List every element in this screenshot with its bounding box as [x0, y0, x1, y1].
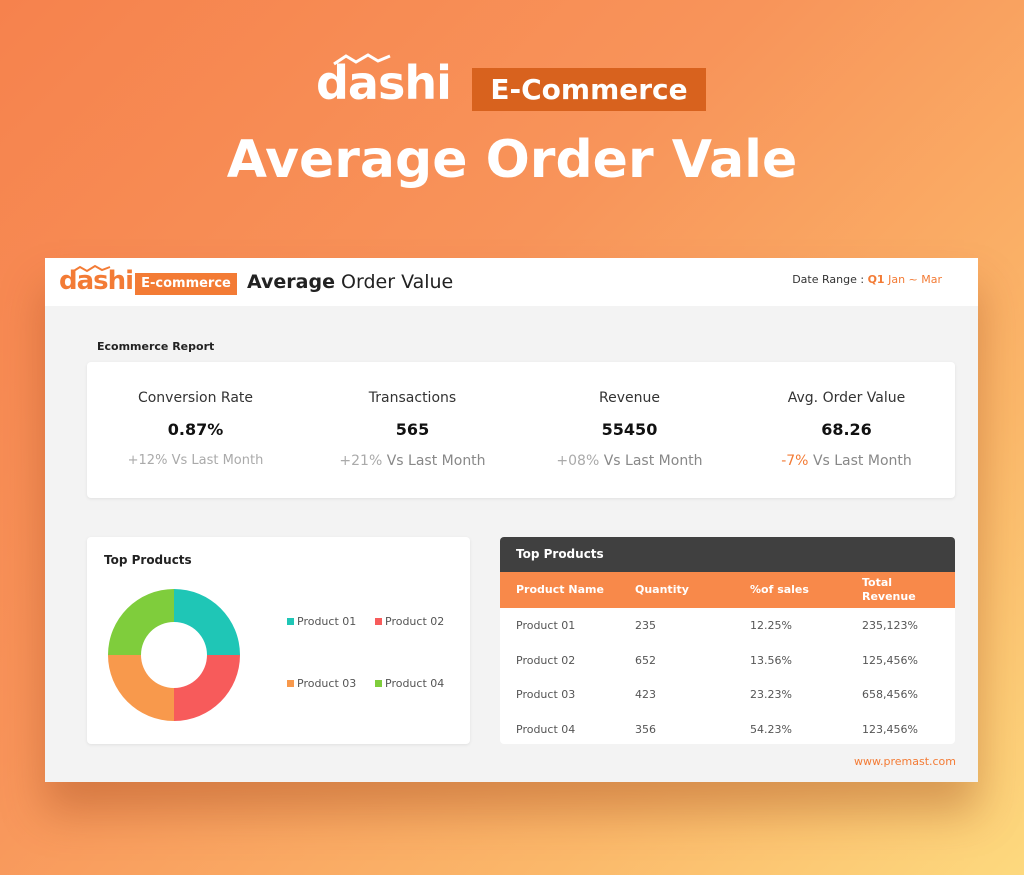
legend-swatch — [375, 618, 382, 625]
table-cell: Product 03 — [516, 688, 576, 701]
report-title: Ecommerce Report — [97, 340, 215, 353]
title-bold: Average — [247, 271, 335, 293]
kpi-card: Conversion Rate 0.87% +12% Vs Last Month Tr… — [87, 362, 955, 498]
table-cell: Product 04 — [516, 722, 576, 736]
donut-slice — [108, 655, 174, 721]
dashboard-logo: dashi — [59, 266, 134, 296]
kpi-label: Conversion Rate — [137, 390, 254, 406]
kpi: Conversion Rate 0.87% +12% Vs Last Month — [87, 362, 304, 498]
table-cell: Product 01 — [516, 619, 576, 632]
legend-item: Product 01 — [287, 615, 356, 628]
kpi-value: 0.87% — [167, 420, 224, 439]
donut-slice — [108, 589, 174, 655]
date-range-label: Date Range : — [792, 273, 865, 286]
donut-slice — [174, 589, 240, 655]
legend-item: Product 02 — [375, 615, 444, 628]
legend-label: Product 01 — [297, 615, 357, 628]
legend-swatch — [287, 618, 294, 625]
table-column-header: Quantity — [635, 583, 689, 596]
kpi: Avg. Order Value 68.26 -7% Vs Last Month — [738, 362, 955, 498]
kpi-change: +21% — [339, 453, 383, 469]
kpi-comparison: Vs Last Month — [386, 453, 486, 469]
kpi-label: Transactions — [368, 390, 457, 406]
kpi-label: Avg. Order Value — [787, 390, 906, 406]
pie-title: Top Products — [104, 553, 192, 567]
legend-swatch — [375, 680, 382, 687]
kpi-value: 565 — [395, 420, 430, 439]
kpi-comparison: Vs Last Month — [812, 453, 912, 469]
table-cell: 23.23% — [750, 688, 792, 701]
table-cell: 658,456% — [862, 688, 918, 701]
table-cell: 123,456% — [862, 722, 918, 736]
kpi-change: -7% — [781, 453, 809, 469]
table-cell: 13.56% — [750, 653, 792, 667]
kpi-label: Revenue — [599, 390, 660, 406]
legend-label: Product 04 — [385, 677, 445, 690]
logo-zigzag — [333, 53, 391, 66]
kpi-comparison: Vs Last Month — [603, 453, 703, 469]
table-column-header: Product Name — [516, 583, 604, 596]
donut-chart — [108, 589, 240, 721]
table-header: Product Name Quantity %of sales Total Reven… — [500, 572, 955, 608]
legend-label: Product 03 — [297, 677, 357, 690]
table-cell: 652 — [635, 653, 656, 667]
kpi: Transactions 565 +21% Vs Last Month — [304, 362, 521, 498]
pie-card: Top Products Product 01 Product 02 Product… — [87, 537, 470, 744]
table-cell: 356 — [635, 722, 656, 736]
legend-label: Product 02 — [385, 615, 445, 628]
title-rest: Order Value — [341, 271, 454, 293]
table-cell: 235 — [635, 619, 656, 632]
table-cell: 423 — [635, 688, 656, 701]
footer-link: www.premast.com — [854, 755, 956, 768]
table-cell: Product 02 — [516, 653, 576, 667]
table-column-header: Total Revenue — [862, 576, 916, 603]
table-cell: 12.25% — [750, 619, 792, 632]
table-card: Top Products Product Name Quantity %of sal… — [500, 537, 955, 744]
date-range-quarter: Q1 — [867, 273, 885, 286]
donut-slice — [174, 655, 240, 721]
kpi-change-line: -7% Vs Last Month — [738, 453, 955, 469]
kpi-value: 68.26 — [821, 420, 872, 439]
legend-swatch — [287, 680, 294, 687]
table-cell: 54.23% — [750, 722, 792, 736]
kpi: Revenue 55450 +08% Vs Last Month — [521, 362, 738, 498]
kpi-change-line: +21% Vs Last Month — [304, 453, 521, 469]
kpi-change: +08% — [556, 453, 600, 469]
kpi-comparison: Vs Last Month — [171, 453, 264, 468]
dashboard-badge: E-commerce — [135, 273, 237, 295]
brand-logo: dashi — [316, 56, 452, 110]
page-title: Average Order Vale — [226, 130, 798, 190]
kpi-change: +12% — [127, 453, 168, 468]
dashboard: dashi E-commerce Average Order Value Dat… — [45, 258, 978, 782]
dashboard-title: Average Order Value — [247, 271, 453, 293]
table-cell: 125,456% — [862, 653, 918, 667]
brand-badge: E-Commerce — [472, 68, 706, 111]
logo-zigzag — [71, 264, 111, 273]
table-column-header: %of sales — [750, 583, 809, 596]
legend-item: Product 04 — [375, 677, 444, 690]
table-cell: 235,123% — [862, 619, 918, 632]
date-range: Date Range : Q1 Jan ~ Mar — [792, 273, 942, 286]
kpi-change-line: +12% Vs Last Month — [87, 453, 304, 468]
date-range-months: Jan ~ Mar — [888, 273, 942, 286]
kpi-change-line: +08% Vs Last Month — [521, 453, 738, 469]
legend-item: Product 03 — [287, 677, 356, 690]
kpi-value: 55450 — [601, 420, 658, 439]
table-title: Top Products — [500, 537, 955, 572]
dashboard-header: dashi E-commerce Average Order Value Dat… — [45, 258, 978, 306]
